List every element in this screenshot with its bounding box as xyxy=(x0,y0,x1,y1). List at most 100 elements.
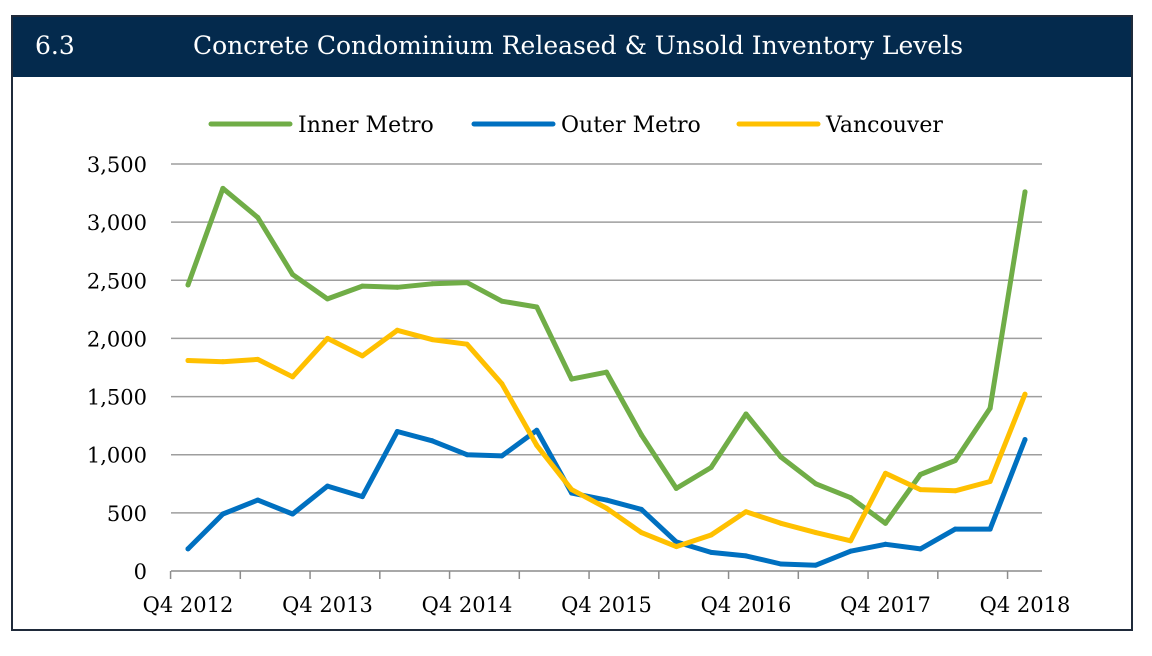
data-point xyxy=(359,353,365,359)
data-point xyxy=(917,546,923,552)
y-tick-label: 1,000 xyxy=(87,444,147,468)
data-point xyxy=(255,356,261,362)
x-tick-label: Q4 2014 xyxy=(422,593,513,617)
data-point xyxy=(429,438,435,444)
data-point xyxy=(1022,391,1028,397)
data-point xyxy=(848,548,854,554)
y-tick-label: 3,000 xyxy=(87,211,147,235)
legend-label: Vancouver xyxy=(825,113,943,138)
y-tick-label: 3,500 xyxy=(87,153,147,177)
x-tick-label: Q4 2017 xyxy=(840,593,931,617)
data-point xyxy=(464,452,470,458)
x-tick-label: Q4 2012 xyxy=(143,593,234,617)
data-point xyxy=(325,483,330,489)
data-point xyxy=(569,487,575,493)
data-point xyxy=(534,427,540,433)
data-point xyxy=(917,471,923,477)
data-point xyxy=(708,532,714,538)
data-point xyxy=(290,511,296,517)
y-tick-label: 500 xyxy=(107,502,147,526)
data-point xyxy=(952,488,958,494)
data-point xyxy=(499,298,505,304)
y-tick-label: 1,500 xyxy=(87,386,147,410)
chart-header: 6.3 Concrete Condominium Released & Unso… xyxy=(13,17,1131,77)
data-point xyxy=(359,283,365,289)
data-point xyxy=(987,405,993,411)
data-point xyxy=(220,359,226,365)
data-point xyxy=(883,470,888,476)
grid xyxy=(171,163,1042,514)
legend-label: Outer Metro xyxy=(561,113,701,138)
data-point xyxy=(778,520,784,526)
data-point xyxy=(708,549,714,555)
data-point xyxy=(673,544,679,550)
data-point xyxy=(743,411,749,417)
data-point xyxy=(813,562,819,568)
data-point xyxy=(673,539,679,545)
data-point xyxy=(987,478,993,484)
section-number: 6.3 xyxy=(35,31,75,60)
data-point xyxy=(952,458,958,464)
x-tick-label: Q4 2016 xyxy=(701,593,792,617)
data-point xyxy=(569,376,575,382)
data-point xyxy=(429,337,435,343)
data-point xyxy=(952,526,958,532)
data-point xyxy=(359,494,365,500)
data-point xyxy=(743,553,749,559)
data-point xyxy=(499,381,505,387)
y-tick-label: 0 xyxy=(134,560,147,584)
data-point xyxy=(917,487,923,493)
data-point xyxy=(638,432,644,438)
data-point xyxy=(464,280,470,286)
data-point xyxy=(604,369,609,375)
data-point xyxy=(464,341,470,347)
data-point xyxy=(290,271,296,277)
chart-frame: 6.3 Concrete Condominium Released & Unso… xyxy=(11,15,1133,631)
data-point xyxy=(604,505,609,511)
data-point xyxy=(255,497,261,503)
data-point xyxy=(394,327,400,333)
data-point xyxy=(185,546,191,552)
data-point xyxy=(813,481,819,487)
y-tick-label: 2,000 xyxy=(87,327,147,351)
data-point xyxy=(638,506,644,512)
data-point xyxy=(743,509,749,515)
chart-title: Concrete Condominium Released & Unsold I… xyxy=(193,31,964,60)
data-point xyxy=(673,485,679,491)
axes: 0 500 1,000 1,500 2,000 2,500 3,000 3,500 Q4 201… xyxy=(87,153,1070,617)
data-point xyxy=(499,453,505,459)
data-point xyxy=(429,281,435,287)
data-point xyxy=(848,495,854,501)
x-tick-label: Q4 2018 xyxy=(980,593,1071,617)
data-point xyxy=(394,428,400,434)
data-point xyxy=(883,520,888,526)
data-point xyxy=(604,497,609,503)
legend: Inner Metro Outer Metro Vancouver xyxy=(208,113,943,138)
data-point xyxy=(290,374,296,380)
data-point xyxy=(534,442,540,448)
data-point xyxy=(534,304,540,310)
data-point xyxy=(778,454,784,460)
data-point xyxy=(255,214,261,220)
data-point xyxy=(1022,437,1028,443)
x-tick-label: Q4 2015 xyxy=(561,593,652,617)
series-line-vancouver xyxy=(185,327,1028,550)
x-tick-label: Q4 2013 xyxy=(282,593,373,617)
data-point xyxy=(708,465,714,471)
data-point xyxy=(185,358,191,364)
data-point xyxy=(394,284,400,290)
data-point xyxy=(778,561,784,567)
data-point xyxy=(185,282,191,288)
data-point xyxy=(883,541,888,547)
series xyxy=(185,185,1028,568)
y-tick-label: 2,500 xyxy=(87,269,147,293)
legend-label: Inner Metro xyxy=(298,113,434,138)
data-point xyxy=(1022,189,1028,195)
data-point xyxy=(813,530,819,536)
data-point xyxy=(987,526,993,532)
data-point xyxy=(325,296,330,302)
data-point xyxy=(220,185,226,191)
data-point xyxy=(848,538,854,544)
data-point xyxy=(325,335,330,341)
